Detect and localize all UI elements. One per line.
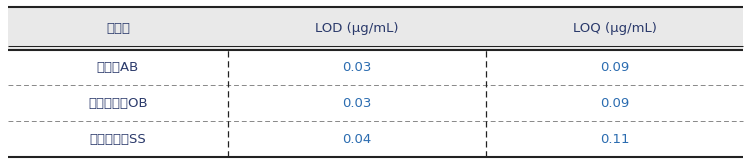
Text: 오일오렌지SS: 오일오렌지SS	[89, 133, 146, 146]
Text: 오일욌로우OB: 오일욌로우OB	[88, 97, 148, 110]
Text: 0.11: 0.11	[600, 133, 629, 146]
Text: LOQ (μg/mL): LOQ (μg/mL)	[573, 22, 656, 35]
Text: 욌로우AB: 욌로우AB	[97, 61, 139, 74]
Bar	[8, 7, 743, 49]
Text: 0.04: 0.04	[342, 133, 372, 146]
Text: 0.09: 0.09	[600, 61, 629, 74]
Text: 0.09: 0.09	[600, 97, 629, 110]
Bar	[8, 50, 743, 157]
Text: 0.03: 0.03	[342, 97, 372, 110]
Text: 성분명: 성분명	[106, 22, 130, 35]
Text: 0.03: 0.03	[342, 61, 372, 74]
Text: LOD (μg/mL): LOD (μg/mL)	[315, 22, 399, 35]
